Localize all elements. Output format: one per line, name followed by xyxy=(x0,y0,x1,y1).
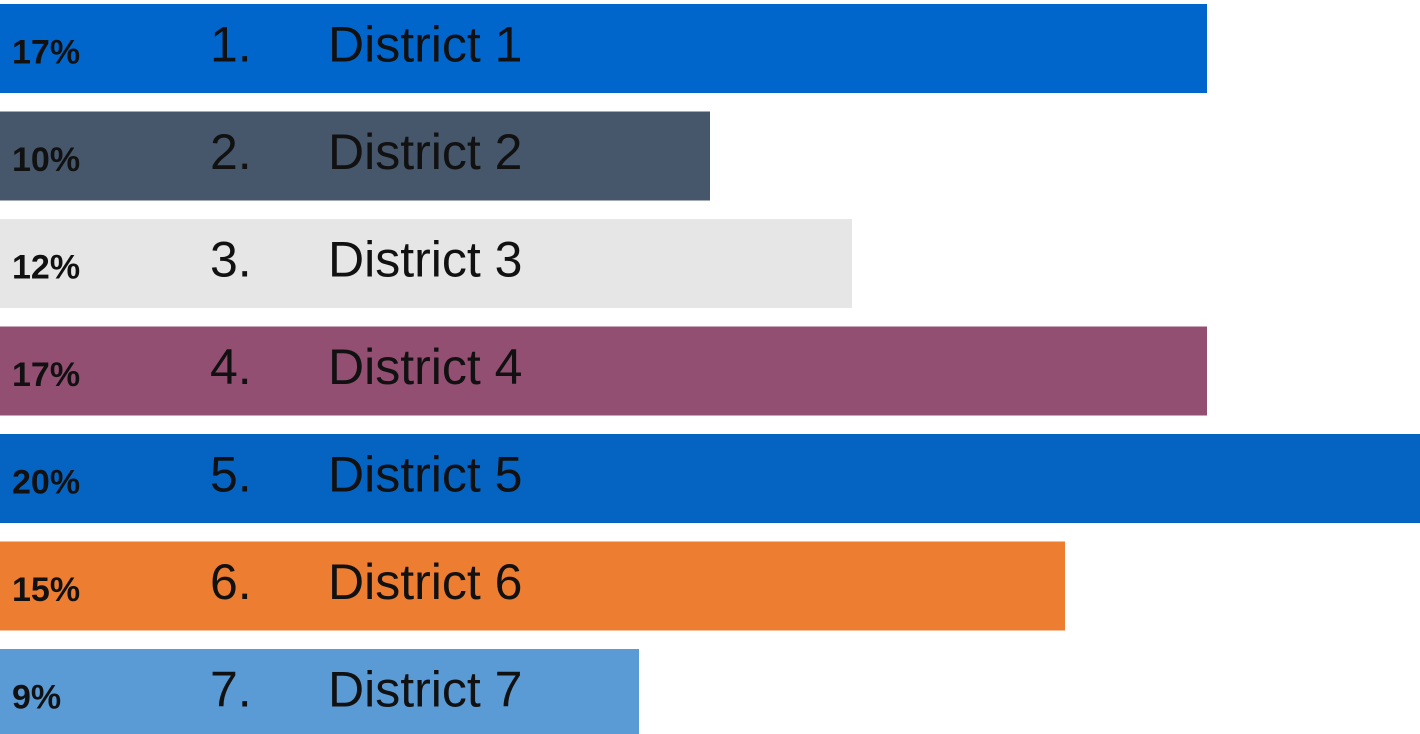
rank: 6. xyxy=(210,554,252,610)
value-label: 9% xyxy=(12,678,61,716)
category-label: District 1 xyxy=(328,17,522,73)
rank: 5. xyxy=(210,447,252,503)
category-label: District 7 xyxy=(328,662,522,718)
bar xyxy=(0,326,1207,416)
bar xyxy=(0,434,1420,523)
value-label: 12% xyxy=(12,248,80,286)
value-label: 10% xyxy=(12,141,80,179)
category-label: District 5 xyxy=(328,447,522,503)
value-label: 15% xyxy=(12,571,80,609)
bar xyxy=(0,541,1065,631)
bar xyxy=(0,111,710,201)
value-label: 17% xyxy=(12,33,80,71)
category-label: District 2 xyxy=(328,124,522,180)
rank: 7. xyxy=(210,662,252,718)
category-label: District 4 xyxy=(328,339,522,395)
rank: 2. xyxy=(210,124,252,180)
value-label: 20% xyxy=(12,463,80,501)
rank: 3. xyxy=(210,232,252,288)
category-label: District 6 xyxy=(328,554,522,610)
bar xyxy=(0,219,852,308)
bar xyxy=(0,649,639,734)
bar xyxy=(0,4,1207,93)
value-label: 17% xyxy=(12,356,80,394)
rank: 4. xyxy=(210,339,252,395)
rank: 1. xyxy=(210,17,252,73)
category-label: District 3 xyxy=(328,232,522,288)
